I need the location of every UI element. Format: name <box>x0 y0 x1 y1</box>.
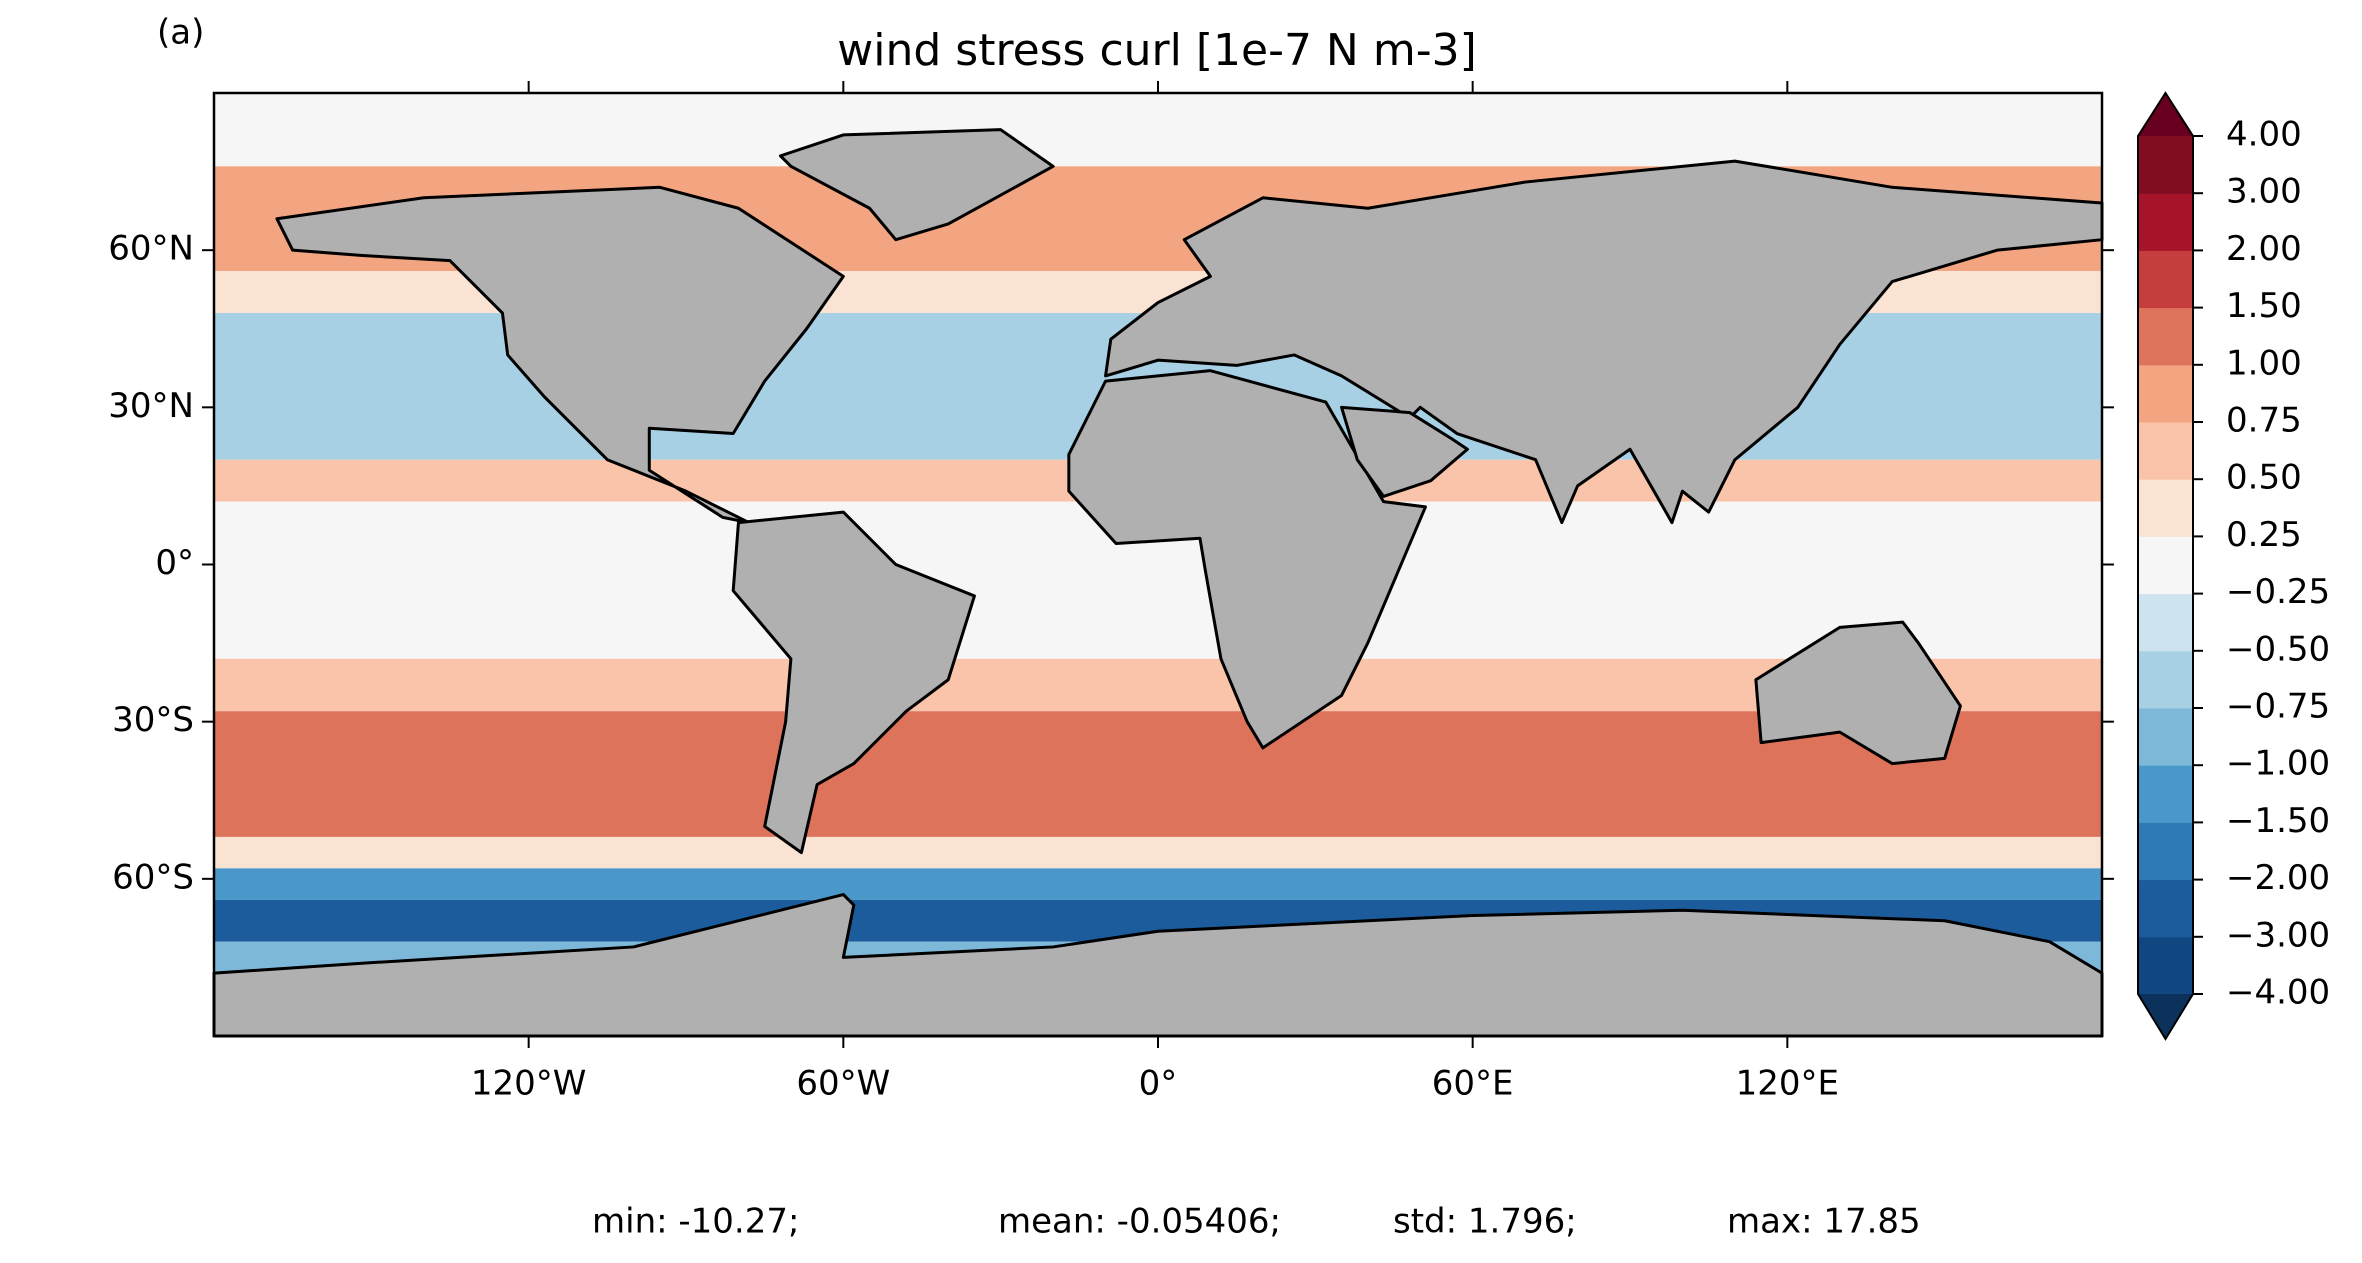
colorbar-band <box>2138 479 2193 537</box>
land-australia <box>1754 620 1962 766</box>
colorbar-band <box>2138 422 2193 480</box>
x-tick-label: 60°W <box>796 1064 890 1104</box>
colorbar-tick-label: −0.50 <box>2226 629 2330 669</box>
land-north-america <box>275 185 845 525</box>
y-tick-label: 30°S <box>112 700 194 740</box>
stat-text: std: 1.796; <box>1393 1202 1577 1242</box>
colorbar-under <box>2138 994 2193 1039</box>
colorbar-band <box>2138 708 2193 766</box>
colorbar-band <box>2138 650 2193 709</box>
colorbar-band <box>2138 364 2193 423</box>
x-tick-label: 60°E <box>1432 1064 1514 1104</box>
x-tick-label: 120°W <box>471 1064 587 1104</box>
colorbar-tick-label: 3.00 <box>2226 172 2302 212</box>
colorbar-band <box>2138 307 2193 366</box>
y-tick-label: 0° <box>155 543 194 583</box>
colorbar-tick-label: −2.00 <box>2226 858 2330 898</box>
stat-text: mean: -0.05406; <box>998 1202 1281 1242</box>
colorbar-over <box>2138 93 2193 136</box>
colorbar-band <box>2138 822 2193 881</box>
ocean-field <box>214 868 2102 900</box>
colorbar-tick-label: 1.00 <box>2226 343 2302 383</box>
colorbar-band <box>2138 536 2193 595</box>
colorbar-tick-label: −0.25 <box>2226 572 2330 612</box>
colorbar-band <box>2138 879 2193 938</box>
colorbar-tick-label: −1.00 <box>2226 744 2330 784</box>
x-tick-label: 0° <box>1139 1064 1178 1104</box>
colorbar-tick-label: −3.00 <box>2226 915 2330 955</box>
colorbar-tick-label: 2.00 <box>2226 229 2302 269</box>
y-tick-label: 60°S <box>112 857 194 897</box>
land-south-america <box>731 510 976 855</box>
colorbar-tick-label: −1.50 <box>2226 801 2330 841</box>
colorbar-band <box>2138 936 2193 995</box>
colorbar-tick-label: 0.75 <box>2226 401 2302 441</box>
ocean-field <box>214 93 2102 167</box>
chart-title: wind stress curl [1e-7 N m-3] <box>837 25 1476 76</box>
colorbar-band <box>2138 136 2193 194</box>
panel-label: (a) <box>157 13 204 53</box>
x-tick-label: 120°E <box>1736 1064 1839 1104</box>
colorbar-band <box>2138 193 2193 251</box>
stat-text: min: -10.27; <box>592 1202 799 1242</box>
y-tick-label: 30°N <box>108 386 194 426</box>
colorbar-tick-label: 0.50 <box>2226 458 2302 498</box>
land-africa <box>1067 369 1427 750</box>
colorbar-band <box>2138 765 2193 823</box>
stats: min: -10.27; mean: -0.05406; std: 1.796; ma… <box>592 1202 1921 1242</box>
ocean-field <box>214 836 2102 869</box>
colorbar-tick-label: −4.00 <box>2226 973 2330 1013</box>
colorbar-tick-label: −0.75 <box>2226 687 2330 727</box>
colorbar-band <box>2138 250 2193 309</box>
colorbar-tick-label: 4.00 <box>2226 115 2302 155</box>
stat-text: max: 17.85 <box>1727 1202 1921 1242</box>
colorbar-band <box>2138 593 2193 652</box>
map <box>212 93 2104 1038</box>
y-tick-label: 60°N <box>108 229 194 269</box>
land-arabia <box>1340 405 1469 498</box>
land-greenland <box>778 128 1055 242</box>
colorbar-tick-label: 0.25 <box>2226 515 2302 555</box>
colorbar-tick-label: 1.50 <box>2226 286 2302 326</box>
